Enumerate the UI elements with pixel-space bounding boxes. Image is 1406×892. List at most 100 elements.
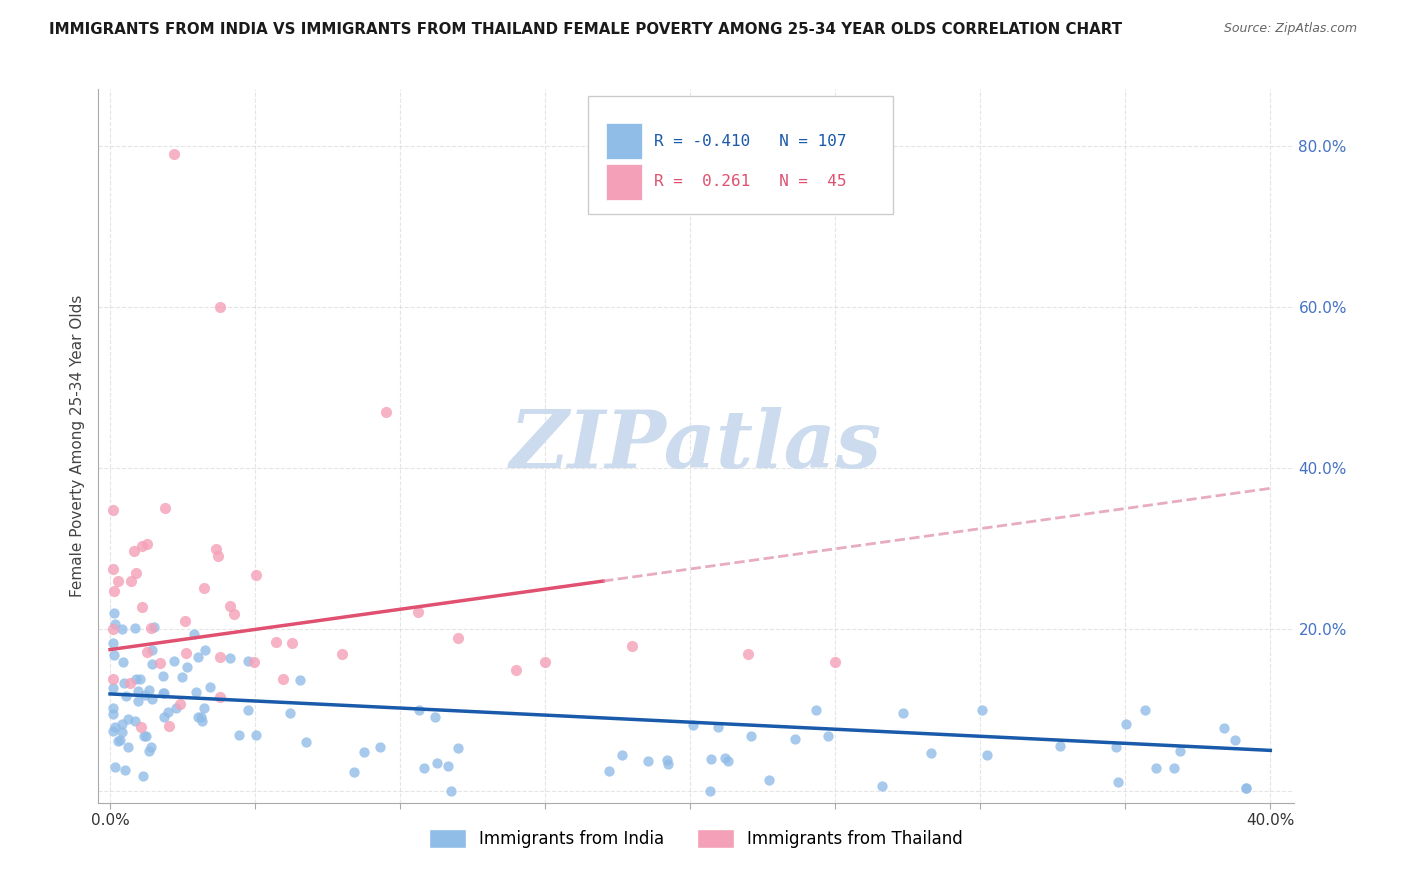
Immigrants from India <box>117 713 139 727</box>
Immigrants from Thailand <box>173 614 195 628</box>
Immigrants from India <box>598 764 620 778</box>
Immigrants from India <box>152 686 174 700</box>
Immigrants from India <box>1170 744 1192 758</box>
Immigrants from India <box>278 706 301 721</box>
Immigrants from Thailand <box>209 300 232 314</box>
Immigrants from Thailand <box>169 697 191 711</box>
Immigrants from Thailand <box>204 541 226 556</box>
Immigrants from India <box>114 763 136 777</box>
Immigrants from Thailand <box>125 566 148 580</box>
Immigrants from Thailand <box>107 574 129 589</box>
Immigrants from Thailand <box>149 657 172 671</box>
Immigrants from India <box>804 703 827 717</box>
Immigrants from India <box>170 670 193 684</box>
Immigrants from India <box>142 620 165 634</box>
Immigrants from India <box>101 707 124 722</box>
Immigrants from India <box>190 710 212 724</box>
Immigrants from India <box>103 607 125 621</box>
Immigrants from India <box>112 676 135 690</box>
Immigrants from India <box>115 689 138 703</box>
Immigrants from Thailand <box>207 549 229 563</box>
Immigrants from India <box>101 636 124 650</box>
Immigrants from Thailand <box>374 405 396 419</box>
Immigrants from Thailand <box>136 537 159 551</box>
Immigrants from India <box>368 739 391 754</box>
Immigrants from India <box>104 759 127 773</box>
Immigrants from India <box>1144 761 1167 775</box>
Immigrants from India <box>141 657 163 671</box>
Immigrants from India <box>186 685 208 699</box>
Immigrants from Thailand <box>101 672 124 686</box>
Immigrants from India <box>920 746 942 760</box>
Immigrants from India <box>682 718 704 732</box>
Immigrants from India <box>891 706 914 721</box>
Immigrants from India <box>637 754 659 768</box>
Immigrants from India <box>101 724 124 739</box>
Immigrants from India <box>245 728 267 742</box>
Immigrants from India <box>1163 761 1185 775</box>
Immigrants from India <box>153 710 176 724</box>
Immigrants from Thailand <box>163 146 186 161</box>
Immigrants from India <box>228 728 250 742</box>
Immigrants from Thailand <box>281 636 304 650</box>
Text: ZIPatlas: ZIPatlas <box>510 408 882 484</box>
Immigrants from Thailand <box>218 599 240 614</box>
Immigrants from India <box>138 682 160 697</box>
Immigrants from India <box>111 725 134 739</box>
Immigrants from India <box>714 750 737 764</box>
Immigrants from Thailand <box>621 639 644 653</box>
Immigrants from India <box>138 744 160 758</box>
Immigrants from Thailand <box>534 655 557 669</box>
Immigrants from Thailand <box>824 655 846 669</box>
Immigrants from Thailand <box>271 672 294 686</box>
Immigrants from India <box>103 648 125 662</box>
Immigrants from India <box>152 686 174 700</box>
Immigrants from India <box>132 769 155 783</box>
Immigrants from India <box>193 701 215 715</box>
Y-axis label: Female Poverty Among 25-34 Year Olds: Female Poverty Among 25-34 Year Olds <box>69 295 84 597</box>
Immigrants from India <box>111 622 134 636</box>
Immigrants from India <box>127 684 149 698</box>
Immigrants from India <box>124 621 146 635</box>
Immigrants from India <box>870 779 893 793</box>
Immigrants from Thailand <box>101 562 124 576</box>
Text: R = -0.410   N = 107: R = -0.410 N = 107 <box>654 134 846 149</box>
Immigrants from India <box>1223 733 1246 747</box>
Text: Source: ZipAtlas.com: Source: ZipAtlas.com <box>1223 22 1357 36</box>
Immigrants from India <box>699 752 721 766</box>
Immigrants from India <box>657 757 679 772</box>
Immigrants from India <box>423 710 446 724</box>
Immigrants from Thailand <box>208 690 231 704</box>
Immigrants from Thailand <box>101 622 124 636</box>
Immigrants from India <box>198 680 221 694</box>
Immigrants from India <box>970 703 993 717</box>
Immigrants from India <box>1107 775 1129 789</box>
Immigrants from Thailand <box>243 655 266 669</box>
Immigrants from India <box>117 740 139 755</box>
Immigrants from India <box>128 673 150 687</box>
Immigrants from India <box>104 617 127 632</box>
Immigrants from India <box>187 649 209 664</box>
Immigrants from India <box>125 673 148 687</box>
Immigrants from Thailand <box>505 663 527 677</box>
Immigrants from India <box>408 703 430 717</box>
Immigrants from India <box>236 654 259 668</box>
Immigrants from Thailand <box>737 647 759 661</box>
Immigrants from Thailand <box>131 539 153 553</box>
Immigrants from India <box>187 710 209 724</box>
Immigrants from Thailand <box>245 567 267 582</box>
Immigrants from India <box>717 754 740 768</box>
Immigrants from India <box>707 720 730 734</box>
Immigrants from India <box>194 643 217 657</box>
Immigrants from India <box>426 756 449 770</box>
Bar <box>606 123 643 159</box>
Immigrants from India <box>657 753 679 767</box>
Immigrants from Thailand <box>135 645 157 659</box>
Immigrants from India <box>101 681 124 695</box>
Immigrants from India <box>141 643 163 657</box>
Legend: Immigrants from India, Immigrants from Thailand: Immigrants from India, Immigrants from T… <box>422 822 970 855</box>
Immigrants from India <box>139 739 162 754</box>
Immigrants from Thailand <box>222 607 245 622</box>
Immigrants from India <box>236 704 259 718</box>
Immigrants from India <box>157 706 180 720</box>
